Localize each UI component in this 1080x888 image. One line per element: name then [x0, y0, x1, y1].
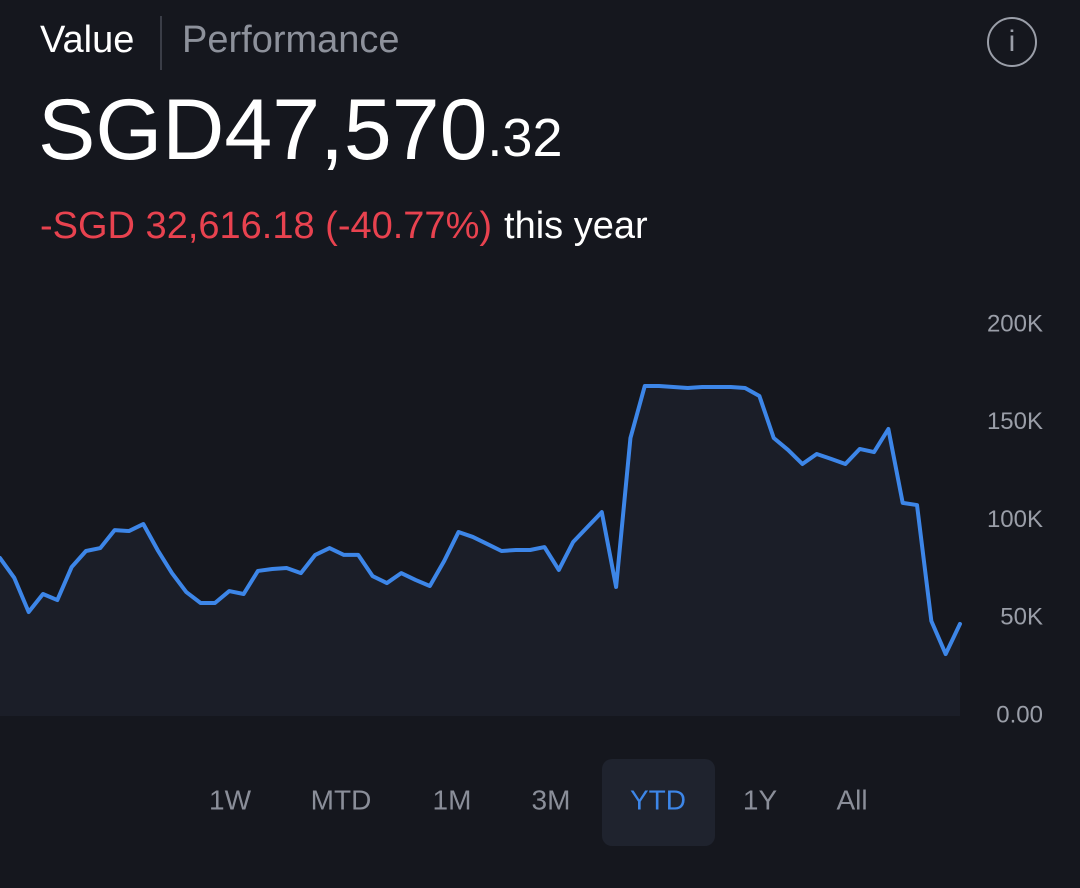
range-button[interactable]: 1W	[209, 784, 252, 815]
value-decimal: .32	[487, 108, 562, 168]
range-button[interactable]: MTD	[311, 784, 372, 815]
tab-value[interactable]: Value	[40, 19, 134, 61]
y-tick-label: 100K	[987, 506, 1043, 533]
tab-performance[interactable]: Performance	[182, 19, 400, 61]
portfolio-value: SGD47,570.32	[38, 82, 562, 178]
chart: 0.00 50K 100K 150K 200K	[0, 310, 1043, 728]
range-button[interactable]: 3M	[532, 784, 571, 815]
range-button[interactable]: YTD	[630, 784, 686, 815]
change-line: -SGD 32,616.18 (-40.77%) this year	[40, 205, 648, 247]
change-suffix: this year	[504, 205, 648, 247]
selected-range-bg	[602, 759, 715, 846]
change-amount: -SGD 32,616.18 (-40.77%)	[40, 205, 492, 247]
info-circle	[987, 17, 1037, 67]
info-icon: i	[1009, 25, 1016, 58]
y-tick-label: 200K	[987, 310, 1043, 337]
range-button[interactable]: 1Y	[743, 784, 778, 815]
area-fill	[0, 385, 960, 716]
y-tick-label: 0.00	[996, 701, 1043, 728]
range-button[interactable]: All	[836, 784, 867, 815]
value-line	[0, 383, 962, 657]
range-button[interactable]: 1M	[433, 784, 472, 815]
y-tick-label: 150K	[987, 408, 1043, 435]
y-tick-label: 50K	[1000, 604, 1043, 631]
range-selector: 1W MTD 1M 3M YTD 1Y All	[209, 784, 868, 815]
info-button[interactable]: i	[987, 17, 1037, 67]
value-main: SGD47,570	[38, 82, 487, 178]
